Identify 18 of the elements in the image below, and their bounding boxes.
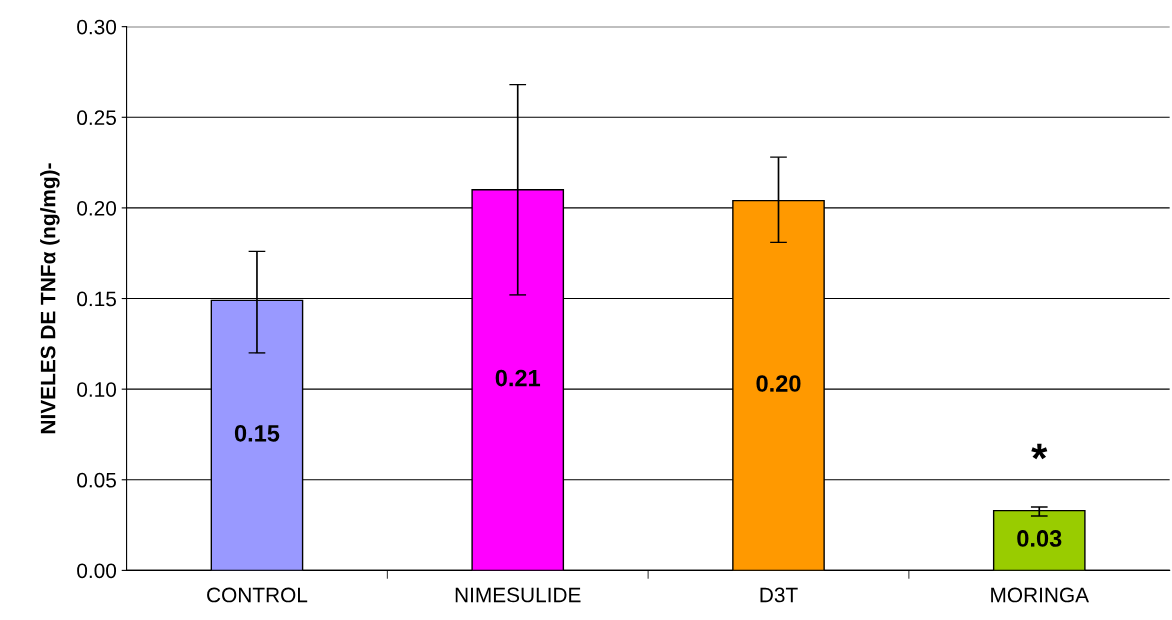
- y-axis-title: NIVELES DE TNFα (ng/mg)-: [40, 163, 60, 434]
- data-label: 0.20: [756, 375, 801, 392]
- y-tick-label: 0.05: [77, 472, 116, 488]
- annotation: *: [1031, 443, 1048, 460]
- y-tick-label: 0.30: [77, 19, 117, 35]
- y-tick-label: 0.00: [77, 563, 117, 579]
- y-tick-label: 0.20: [77, 200, 117, 216]
- data-label: 0.15: [234, 424, 280, 442]
- bar: [992, 509, 1086, 571]
- x-tick-label: CONTROL: [207, 587, 308, 603]
- x-tick-label: NIMESULIDE: [455, 587, 581, 603]
- y-tick-label: 0.15: [77, 291, 116, 307]
- x-tick-label: MORINGA: [991, 587, 1089, 603]
- y-tick-label: 0.10: [77, 382, 117, 397]
- data-label: 0.21: [495, 369, 541, 387]
- data-label: 0.03: [1017, 530, 1062, 547]
- y-tick-label: 0.25: [77, 110, 116, 126]
- x-tick-label: D3T: [760, 587, 798, 603]
